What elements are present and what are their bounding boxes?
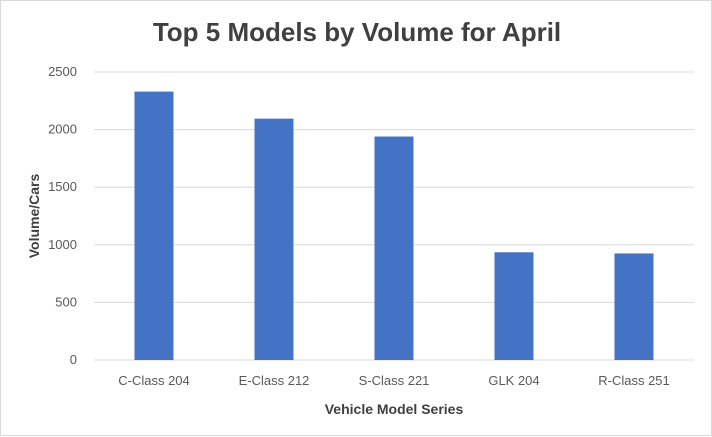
y-tick-label: 1500 xyxy=(48,179,77,194)
x-tick-label: GLK 204 xyxy=(488,373,539,388)
x-tick-label: C-Class 204 xyxy=(118,373,190,388)
y-tick-label: 2000 xyxy=(48,122,77,137)
y-tick-label: 2500 xyxy=(48,64,77,79)
y-tick-label: 500 xyxy=(55,294,77,309)
bar xyxy=(134,91,174,361)
y-tick-label: 0 xyxy=(70,352,77,367)
x-tick-label: E-Class 212 xyxy=(239,373,310,388)
bar xyxy=(254,118,294,360)
x-axis-title: Vehicle Model Series xyxy=(324,401,464,417)
chart-title: Top 5 Models by Volume for April xyxy=(152,17,562,47)
x-tick-label: R-Class 251 xyxy=(598,373,670,388)
y-tick-label: 1000 xyxy=(48,237,77,252)
bar xyxy=(374,136,414,360)
bar xyxy=(494,252,534,360)
bar xyxy=(614,253,654,360)
x-tick-label: S-Class 221 xyxy=(359,373,430,388)
